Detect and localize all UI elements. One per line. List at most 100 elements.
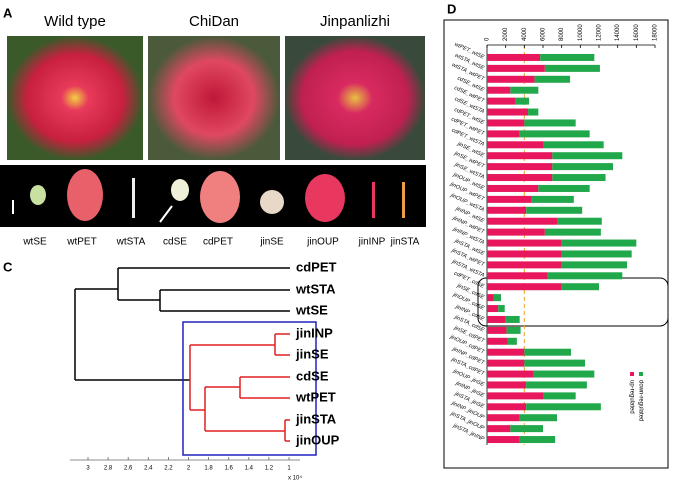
bar-segment <box>487 184 539 192</box>
dendrogram-branch <box>117 267 290 312</box>
bar-segment <box>487 174 553 182</box>
leaf-label: jinOUP <box>295 432 340 447</box>
panel-label: B <box>3 163 12 178</box>
bar-segment <box>498 305 505 313</box>
bar-segment <box>552 163 613 171</box>
bar-segment <box>543 392 576 400</box>
bar-segment <box>487 163 553 171</box>
bar-segment <box>561 239 637 247</box>
x-tick-label: 12000 <box>597 24 603 41</box>
bar-segment <box>487 228 545 236</box>
bar-segment <box>487 315 506 323</box>
x-tick-label: 0 <box>485 37 491 41</box>
bar-segment <box>487 119 525 127</box>
bar-segment <box>538 184 590 192</box>
organ <box>372 182 375 218</box>
bar-segment <box>524 348 571 356</box>
organ <box>171 179 189 201</box>
bar-segment <box>493 294 501 302</box>
organ-label: wtPET <box>66 237 96 248</box>
bar-segment <box>487 436 520 444</box>
leaf-label: jinSTA <box>295 411 337 426</box>
dendrogram-branch <box>74 288 190 381</box>
bar-segment <box>487 97 515 105</box>
tick-label: 2.6 <box>124 466 133 472</box>
organ-label: jinINP <box>358 237 386 248</box>
tick-label: 1.2 <box>265 466 274 472</box>
bar-segment <box>519 414 557 422</box>
bar-segment <box>534 75 571 83</box>
leaf-label: jinSE <box>295 346 329 361</box>
bar-segment <box>487 130 520 138</box>
panel-b <box>0 165 426 227</box>
bar-segment <box>487 141 543 149</box>
tick-label: 2 <box>187 466 191 472</box>
bar-segment <box>487 326 507 334</box>
bar-segment <box>487 392 543 400</box>
bar-segment <box>487 381 527 389</box>
bar-segment <box>528 108 539 116</box>
bar-segment <box>487 337 508 345</box>
organ-label: jinSE <box>259 237 284 248</box>
panel-c <box>74 267 317 456</box>
bar-segment <box>510 425 543 433</box>
dendrogram-branch <box>189 333 290 442</box>
panel-label: C <box>3 259 13 274</box>
bar-segment <box>487 272 548 280</box>
tick-label: 3 <box>86 466 90 472</box>
organ-label: cdSE <box>163 237 187 248</box>
bar-segment <box>561 261 627 269</box>
x-tick-label: 2000 <box>503 27 509 41</box>
bar-segment <box>515 97 529 105</box>
organ-label: jinSTA <box>390 237 420 248</box>
tick-label: 2.4 <box>144 466 153 472</box>
bar-segment <box>487 414 520 422</box>
organ <box>132 178 135 218</box>
bar-segment <box>506 326 521 334</box>
bar-segment <box>487 86 511 94</box>
leaf-label: cdSE <box>296 368 329 383</box>
bar-segment <box>487 75 535 83</box>
leaf-label: wtSE <box>295 302 328 317</box>
bar-segment <box>487 53 541 61</box>
x-tick-label: 10000 <box>578 24 584 41</box>
tick-label: 2.8 <box>104 466 113 472</box>
cluster-box <box>182 321 317 456</box>
bar-segment <box>552 152 623 160</box>
tick-label: 1 <box>287 466 291 472</box>
organ <box>402 182 405 218</box>
leaf-label: jinINP <box>295 325 333 340</box>
legend-swatch <box>630 372 634 376</box>
photo <box>148 36 280 160</box>
bar-segment <box>487 108 529 116</box>
bar-segment <box>519 130 590 138</box>
x-tick-label: 18000 <box>653 24 659 41</box>
photo-title: Wild type <box>44 13 106 30</box>
bar-segment <box>487 152 553 160</box>
bar-segment <box>487 403 527 411</box>
organ <box>30 185 46 205</box>
axis-unit: x 10⁴ <box>288 475 302 482</box>
bar-segment <box>561 283 599 291</box>
organ <box>260 190 284 214</box>
x-tick-label: 16000 <box>634 24 640 41</box>
panel-a <box>7 36 425 160</box>
organ <box>67 169 103 221</box>
bar-segment <box>487 294 494 302</box>
bar-segment <box>487 283 562 291</box>
bar-segment <box>544 64 600 72</box>
bar-segment <box>487 206 527 214</box>
bar-segment <box>487 195 532 203</box>
organ-label: jinOUP <box>306 237 339 248</box>
x-tick-label: 4000 <box>522 27 528 41</box>
bar-segment <box>540 53 595 61</box>
bar-segment <box>487 261 562 269</box>
bar-segment <box>547 272 623 280</box>
bar-segment <box>507 337 517 345</box>
bar-segment <box>552 174 606 182</box>
x-tick-label: 14000 <box>615 24 621 41</box>
bar-segment <box>524 119 576 127</box>
tick-label: 1.8 <box>204 466 213 472</box>
x-tick-label: 8000 <box>559 27 565 41</box>
